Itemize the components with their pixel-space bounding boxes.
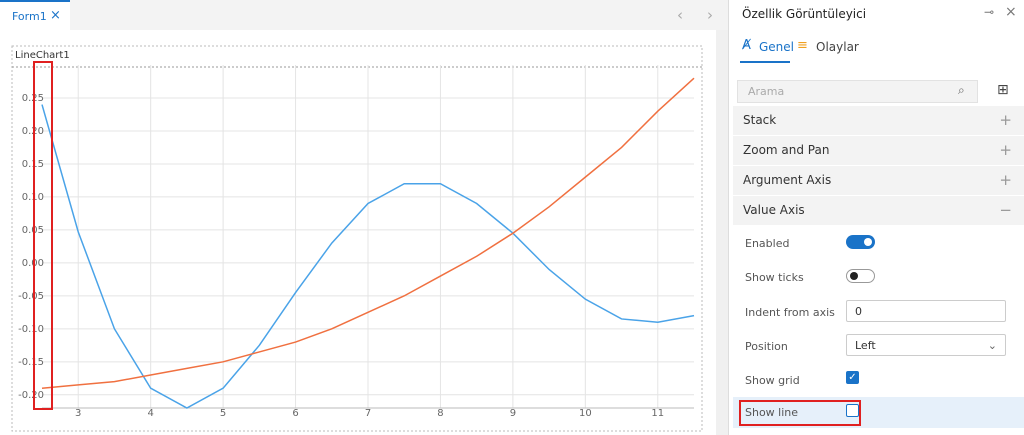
chart-border [11, 45, 703, 432]
section-title: Zoom and Pan [743, 143, 830, 157]
tab-icon: Ⱥ [742, 38, 751, 53]
section[interactable]: Value Axis − [733, 196, 1024, 226]
number-input[interactable]: 0 [846, 300, 1006, 322]
series-line [41, 77, 695, 389]
tab-bar [0, 0, 728, 30]
y-tick-label: 0.00 [22, 258, 44, 269]
expand-icon: + [999, 141, 1012, 159]
x-tick-label: 7 [365, 408, 371, 419]
x-tick-label: 3 [75, 408, 81, 419]
highlight [739, 400, 861, 426]
pin-icon[interactable]: ⊸ [984, 5, 995, 19]
dropdown-value: Left [855, 339, 876, 352]
x-tick-label: 11 [651, 408, 664, 419]
x-tick-label: 6 [292, 408, 298, 419]
x-tick-label: 9 [510, 408, 516, 419]
toggle[interactable] [846, 235, 875, 249]
collapse-icon: − [999, 201, 1012, 219]
tab-underline [740, 61, 790, 63]
tab[interactable]: Form1 × [0, 0, 70, 30]
tab-icon: ≡ [797, 38, 808, 53]
y-tick-label: -0.05 [18, 291, 44, 302]
divider [728, 0, 729, 435]
property-label: Enabled [745, 237, 790, 250]
x-tick-label: 4 [147, 408, 153, 419]
section[interactable]: Argument Axis + [733, 166, 1024, 196]
property-label: Position [745, 340, 788, 353]
highlight [33, 61, 53, 410]
property-label: Indent from axis [745, 306, 835, 319]
panel-title: Özellik Görüntüleyici [742, 7, 867, 21]
y-tick-label: -0.10 [18, 324, 44, 335]
scrollbar [716, 30, 728, 435]
chart-title: LineChart1 [15, 50, 70, 61]
search-box[interactable]: Arama ⌕ [737, 80, 978, 103]
toggle[interactable] [846, 269, 875, 283]
nav-next[interactable]: › [707, 6, 713, 24]
add-icon[interactable]: ⊞ [997, 82, 1009, 98]
y-tick-label: 0.05 [22, 225, 44, 236]
checkbox[interactable]: ✓ [846, 371, 859, 384]
expand-icon: + [999, 111, 1012, 129]
y-tick-label: 0.10 [22, 192, 44, 203]
panel-tab[interactable]: Olaylar [816, 40, 859, 54]
section[interactable]: Zoom and Pan + [733, 136, 1024, 166]
x-tick-label: 10 [579, 408, 592, 419]
tab-close[interactable]: × [50, 8, 61, 23]
search-placeholder: Arama [748, 85, 785, 98]
expand-icon: + [999, 171, 1012, 189]
property-label: Show ticks [745, 271, 804, 284]
toggle-knob [850, 272, 858, 280]
y-tick-label: 0.20 [22, 126, 44, 137]
y-tick-label: -0.15 [18, 357, 44, 368]
property-label: Show line [745, 406, 799, 419]
section[interactable]: Stack + [733, 106, 1024, 136]
chart: LineChart1 0.25 0.20 0.15 0.10 0.05 0.00 -0.05… [11, 45, 703, 432]
tab-title: Form1 [12, 10, 47, 23]
row-highlight [733, 397, 1024, 428]
dropdown-arrow: ⌄ [987, 339, 997, 352]
x-tick-label: 5 [220, 408, 226, 419]
y-tick-label: 0.15 [22, 159, 44, 170]
y-tick-label: 0.25 [22, 93, 44, 104]
search-icon: ⌕ [958, 83, 965, 97]
toggle-knob [864, 238, 872, 246]
panel-tab[interactable]: Genel [759, 40, 795, 54]
x-tick-label: 8 [437, 408, 443, 419]
property-label: Show grid [745, 374, 800, 387]
close-icon[interactable]: × [1005, 4, 1017, 20]
section-title: Stack [743, 113, 777, 127]
section-title: Value Axis [743, 203, 805, 217]
dropdown[interactable]: Left ⌄ [846, 334, 1006, 356]
checkbox[interactable] [846, 404, 859, 417]
nav-prev[interactable]: ‹ [677, 6, 683, 24]
y-tick-label: -0.20 [18, 390, 44, 401]
series-line [41, 104, 695, 409]
section-title: Argument Axis [743, 173, 832, 187]
